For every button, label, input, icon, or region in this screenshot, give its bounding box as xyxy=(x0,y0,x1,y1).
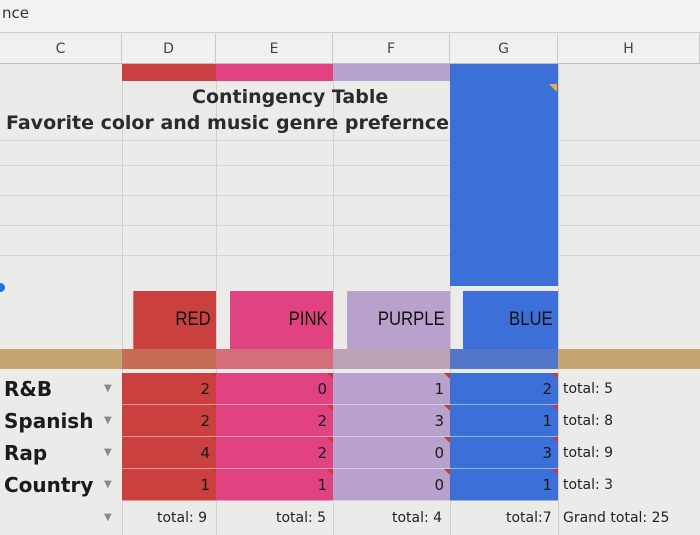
column-header-f[interactable]: F xyxy=(333,34,450,64)
cell-value: 4 xyxy=(200,444,210,462)
column-total-blue[interactable]: total:7 xyxy=(506,510,552,526)
header-purple[interactable]: PURPLE xyxy=(347,291,450,349)
cell-value: 1 xyxy=(542,476,552,494)
cell-value: 2 xyxy=(317,412,327,430)
cell-red-country[interactable]: 1 xyxy=(122,469,216,501)
cell-value: 0 xyxy=(434,444,444,462)
cell-pink-country[interactable]: 1 xyxy=(216,469,333,501)
cell-purple-rap[interactable]: 0 xyxy=(333,437,450,469)
separator-red xyxy=(122,349,216,369)
separator-pink xyxy=(216,349,333,369)
cell-purple-country[interactable]: 0 xyxy=(333,469,450,501)
cell-value: 0 xyxy=(434,476,444,494)
cell-pink-rnb[interactable]: 0 xyxy=(216,373,333,405)
cell-value: 2 xyxy=(200,412,210,430)
cell-value: 2 xyxy=(542,380,552,398)
column-header-c[interactable]: C xyxy=(0,34,122,64)
header-red[interactable]: RED xyxy=(133,291,216,349)
header-blue[interactable]: BLUE xyxy=(462,291,558,349)
comment-marker xyxy=(549,84,557,92)
cell-blue-rap[interactable]: 3 xyxy=(450,437,558,469)
cell-pink-spanish[interactable]: 2 xyxy=(216,405,333,437)
chevron-down-icon[interactable]: ▼ xyxy=(104,415,112,426)
cell-blue-country[interactable]: 1 xyxy=(450,469,558,501)
cell-value: 2 xyxy=(317,444,327,462)
chevron-down-icon[interactable]: ▼ xyxy=(104,383,112,394)
column-header-h[interactable]: H xyxy=(558,34,700,64)
page-subtitle: Favorite color and music genre prefernce xyxy=(6,112,449,134)
red-strip xyxy=(122,64,216,81)
cell-reference-label: nce xyxy=(2,4,29,22)
column-total-pink[interactable]: total: 5 xyxy=(276,510,327,526)
grid-line xyxy=(0,255,700,256)
grid-line xyxy=(0,195,700,196)
row-label-rnb[interactable]: R&B xyxy=(4,377,53,401)
cell-value: 1 xyxy=(200,476,210,494)
chevron-down-icon[interactable]: ▼ xyxy=(104,512,112,523)
cell-value: 3 xyxy=(434,412,444,430)
header-pink[interactable]: PINK xyxy=(230,291,333,349)
row-total-rnb[interactable]: total: 5 xyxy=(563,381,614,397)
row-total-spanish[interactable]: total: 8 xyxy=(563,413,614,429)
grid-line xyxy=(0,140,700,141)
column-header-d[interactable]: D xyxy=(122,34,216,64)
cell-blue-rnb[interactable]: 2 xyxy=(450,373,558,405)
cell-value: 2 xyxy=(200,380,210,398)
cell-value: 1 xyxy=(317,476,327,494)
row-label-country[interactable]: Country xyxy=(4,473,94,497)
cell-value: 1 xyxy=(542,412,552,430)
chevron-down-icon[interactable]: ▼ xyxy=(104,479,112,490)
cell-pink-rap[interactable]: 2 xyxy=(216,437,333,469)
cell-value: 3 xyxy=(542,444,552,462)
column-header-e[interactable]: E xyxy=(216,34,333,64)
cell-value: 0 xyxy=(317,380,327,398)
cell-value: 1 xyxy=(434,380,444,398)
grand-total[interactable]: Grand total: 25 xyxy=(563,510,670,526)
grid-line xyxy=(450,64,451,535)
page-title: Contingency Table xyxy=(192,86,389,108)
formula-bar xyxy=(0,0,700,33)
cell-purple-spanish[interactable]: 3 xyxy=(333,405,450,437)
cell-blue-spanish[interactable]: 1 xyxy=(450,405,558,437)
blue-column-fill xyxy=(450,64,558,286)
pink-strip xyxy=(216,64,333,81)
cell-red-rnb[interactable]: 2 xyxy=(122,373,216,405)
grid-line xyxy=(122,64,123,535)
separator-purple xyxy=(333,349,450,369)
grid-line xyxy=(333,64,334,535)
grid-line xyxy=(0,165,700,166)
row-total-rap[interactable]: total: 9 xyxy=(563,445,614,461)
column-total-red[interactable]: total: 9 xyxy=(157,510,208,526)
selection-handle[interactable] xyxy=(0,283,5,292)
row-total-country[interactable]: total: 3 xyxy=(563,477,614,493)
column-header-g[interactable]: G xyxy=(450,34,558,64)
grid-line xyxy=(558,64,559,535)
separator-blue xyxy=(450,349,558,369)
purple-strip xyxy=(333,64,450,81)
column-total-purple[interactable]: total: 4 xyxy=(392,510,443,526)
grid-line xyxy=(0,225,700,226)
cell-red-rap[interactable]: 4 xyxy=(122,437,216,469)
grid-line xyxy=(216,64,217,535)
row-label-spanish[interactable]: Spanish xyxy=(4,409,94,433)
cell-red-spanish[interactable]: 2 xyxy=(122,405,216,437)
chevron-down-icon[interactable]: ▼ xyxy=(104,447,112,458)
row-label-rap[interactable]: Rap xyxy=(4,441,48,465)
cell-purple-rnb[interactable]: 1 xyxy=(333,373,450,405)
